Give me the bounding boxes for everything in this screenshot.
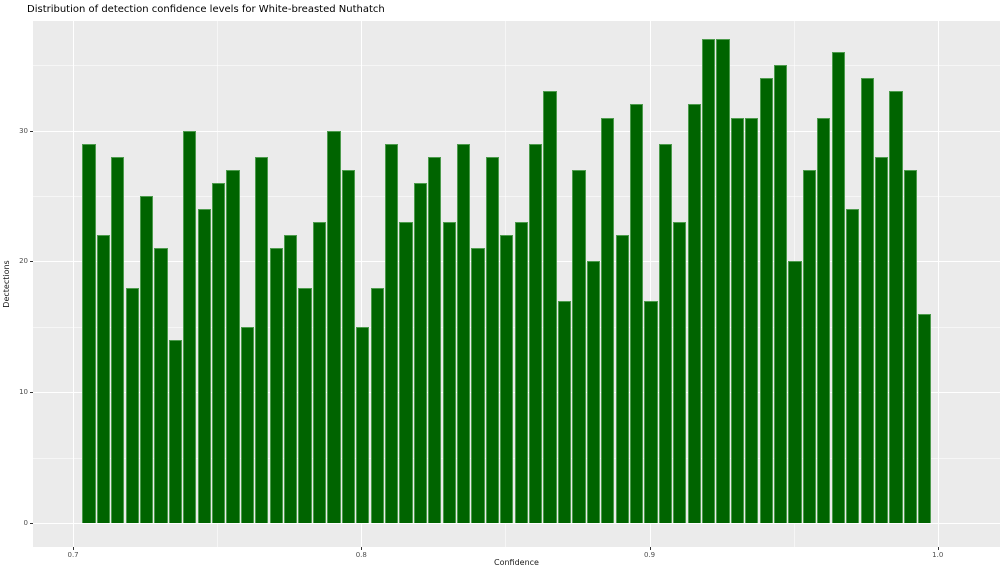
histogram-bar [327, 130, 341, 523]
y-tick-mark [30, 130, 33, 132]
histogram-bar [139, 196, 154, 523]
gridline-y-minor [33, 196, 1000, 197]
histogram-bar [658, 143, 672, 523]
histogram-bar [226, 169, 240, 523]
histogram-bar [673, 222, 687, 523]
histogram-bar [644, 300, 658, 523]
x-tick-mark [937, 547, 939, 550]
histogram-bar [298, 287, 312, 523]
histogram-bar [442, 222, 456, 523]
histogram-bar [687, 104, 701, 523]
histogram-bar [413, 182, 427, 523]
gridline-y-major [33, 522, 1000, 524]
x-axis-title: Confidence [494, 558, 539, 567]
histogram-bar [918, 313, 932, 523]
histogram-bar [629, 104, 644, 523]
histogram-bar [774, 65, 788, 523]
y-tick-mark [30, 261, 33, 263]
y-tick-label: 20 [19, 257, 28, 266]
histogram-bar [702, 39, 716, 523]
histogram-bar [860, 78, 874, 523]
x-tick-label: 0.8 [355, 551, 367, 559]
histogram-bar [356, 326, 370, 523]
histogram-bar [284, 235, 298, 523]
gridline-x-major [649, 21, 651, 547]
histogram-bar [341, 169, 355, 523]
x-tick-label: 0.7 [67, 551, 79, 559]
histogram-bar [471, 248, 485, 523]
x-tick-label: 0.9 [643, 551, 656, 559]
histogram-bar [183, 130, 197, 523]
histogram-bar [788, 261, 802, 523]
histogram-bar [269, 248, 283, 523]
y-tick-label: 30 [19, 126, 28, 135]
x-tick-label: 1.0 [932, 551, 944, 559]
histogram-bar [903, 169, 917, 523]
histogram-bar [212, 182, 226, 523]
x-tick-mark [361, 547, 363, 550]
histogram-bar [370, 287, 384, 523]
histogram-bar [168, 339, 182, 523]
histogram-bar [831, 52, 845, 523]
histogram-bar [846, 209, 860, 523]
histogram-bar [615, 235, 629, 523]
gridline-x-major [937, 21, 939, 547]
x-tick-mark [649, 547, 651, 550]
histogram-bar [716, 39, 730, 523]
histogram-bar [745, 117, 759, 523]
histogram-bar [601, 117, 615, 523]
histogram-bar [312, 222, 327, 523]
histogram-bar [500, 235, 514, 523]
histogram-bar [457, 143, 471, 523]
x-tick-mark [73, 547, 75, 550]
histogram-bar [802, 169, 817, 523]
gridline-y-minor [33, 65, 1000, 67]
gridline-y-major [33, 130, 1000, 132]
histogram-bar [384, 143, 399, 523]
histogram-bar [82, 143, 96, 523]
histogram-bar [96, 235, 110, 523]
histogram-bar [730, 117, 745, 523]
histogram-bar [817, 117, 831, 523]
histogram-bar [557, 300, 572, 523]
histogram-bar [529, 143, 543, 523]
histogram-bar [572, 169, 586, 523]
y-tick-label: 10 [19, 388, 28, 397]
y-tick-mark [30, 522, 33, 524]
histogram-bar [759, 78, 773, 523]
histogram-bar [485, 156, 500, 523]
histogram-bar [240, 326, 255, 523]
y-axis-title: Dectections [2, 260, 11, 308]
histogram-bar [543, 91, 557, 523]
histogram-bar [111, 156, 125, 523]
histogram-bar [428, 156, 442, 523]
histogram-bar [255, 156, 269, 523]
histogram-bar [125, 287, 139, 523]
chart-title: Distribution of detection confidence lev… [27, 4, 385, 15]
histogram-bar [874, 156, 889, 523]
gridline-x-major [361, 21, 363, 547]
histogram-bar [514, 222, 528, 523]
histogram-bar [197, 209, 211, 523]
histogram-bar [889, 91, 903, 523]
histogram-bar [154, 248, 168, 523]
gridline-x-major [73, 21, 75, 547]
histogram-bar [586, 261, 600, 523]
plot-panel [33, 21, 1000, 547]
y-tick-mark [30, 392, 33, 394]
y-tick-label: 0 [23, 518, 28, 527]
histogram-bar [399, 222, 413, 523]
